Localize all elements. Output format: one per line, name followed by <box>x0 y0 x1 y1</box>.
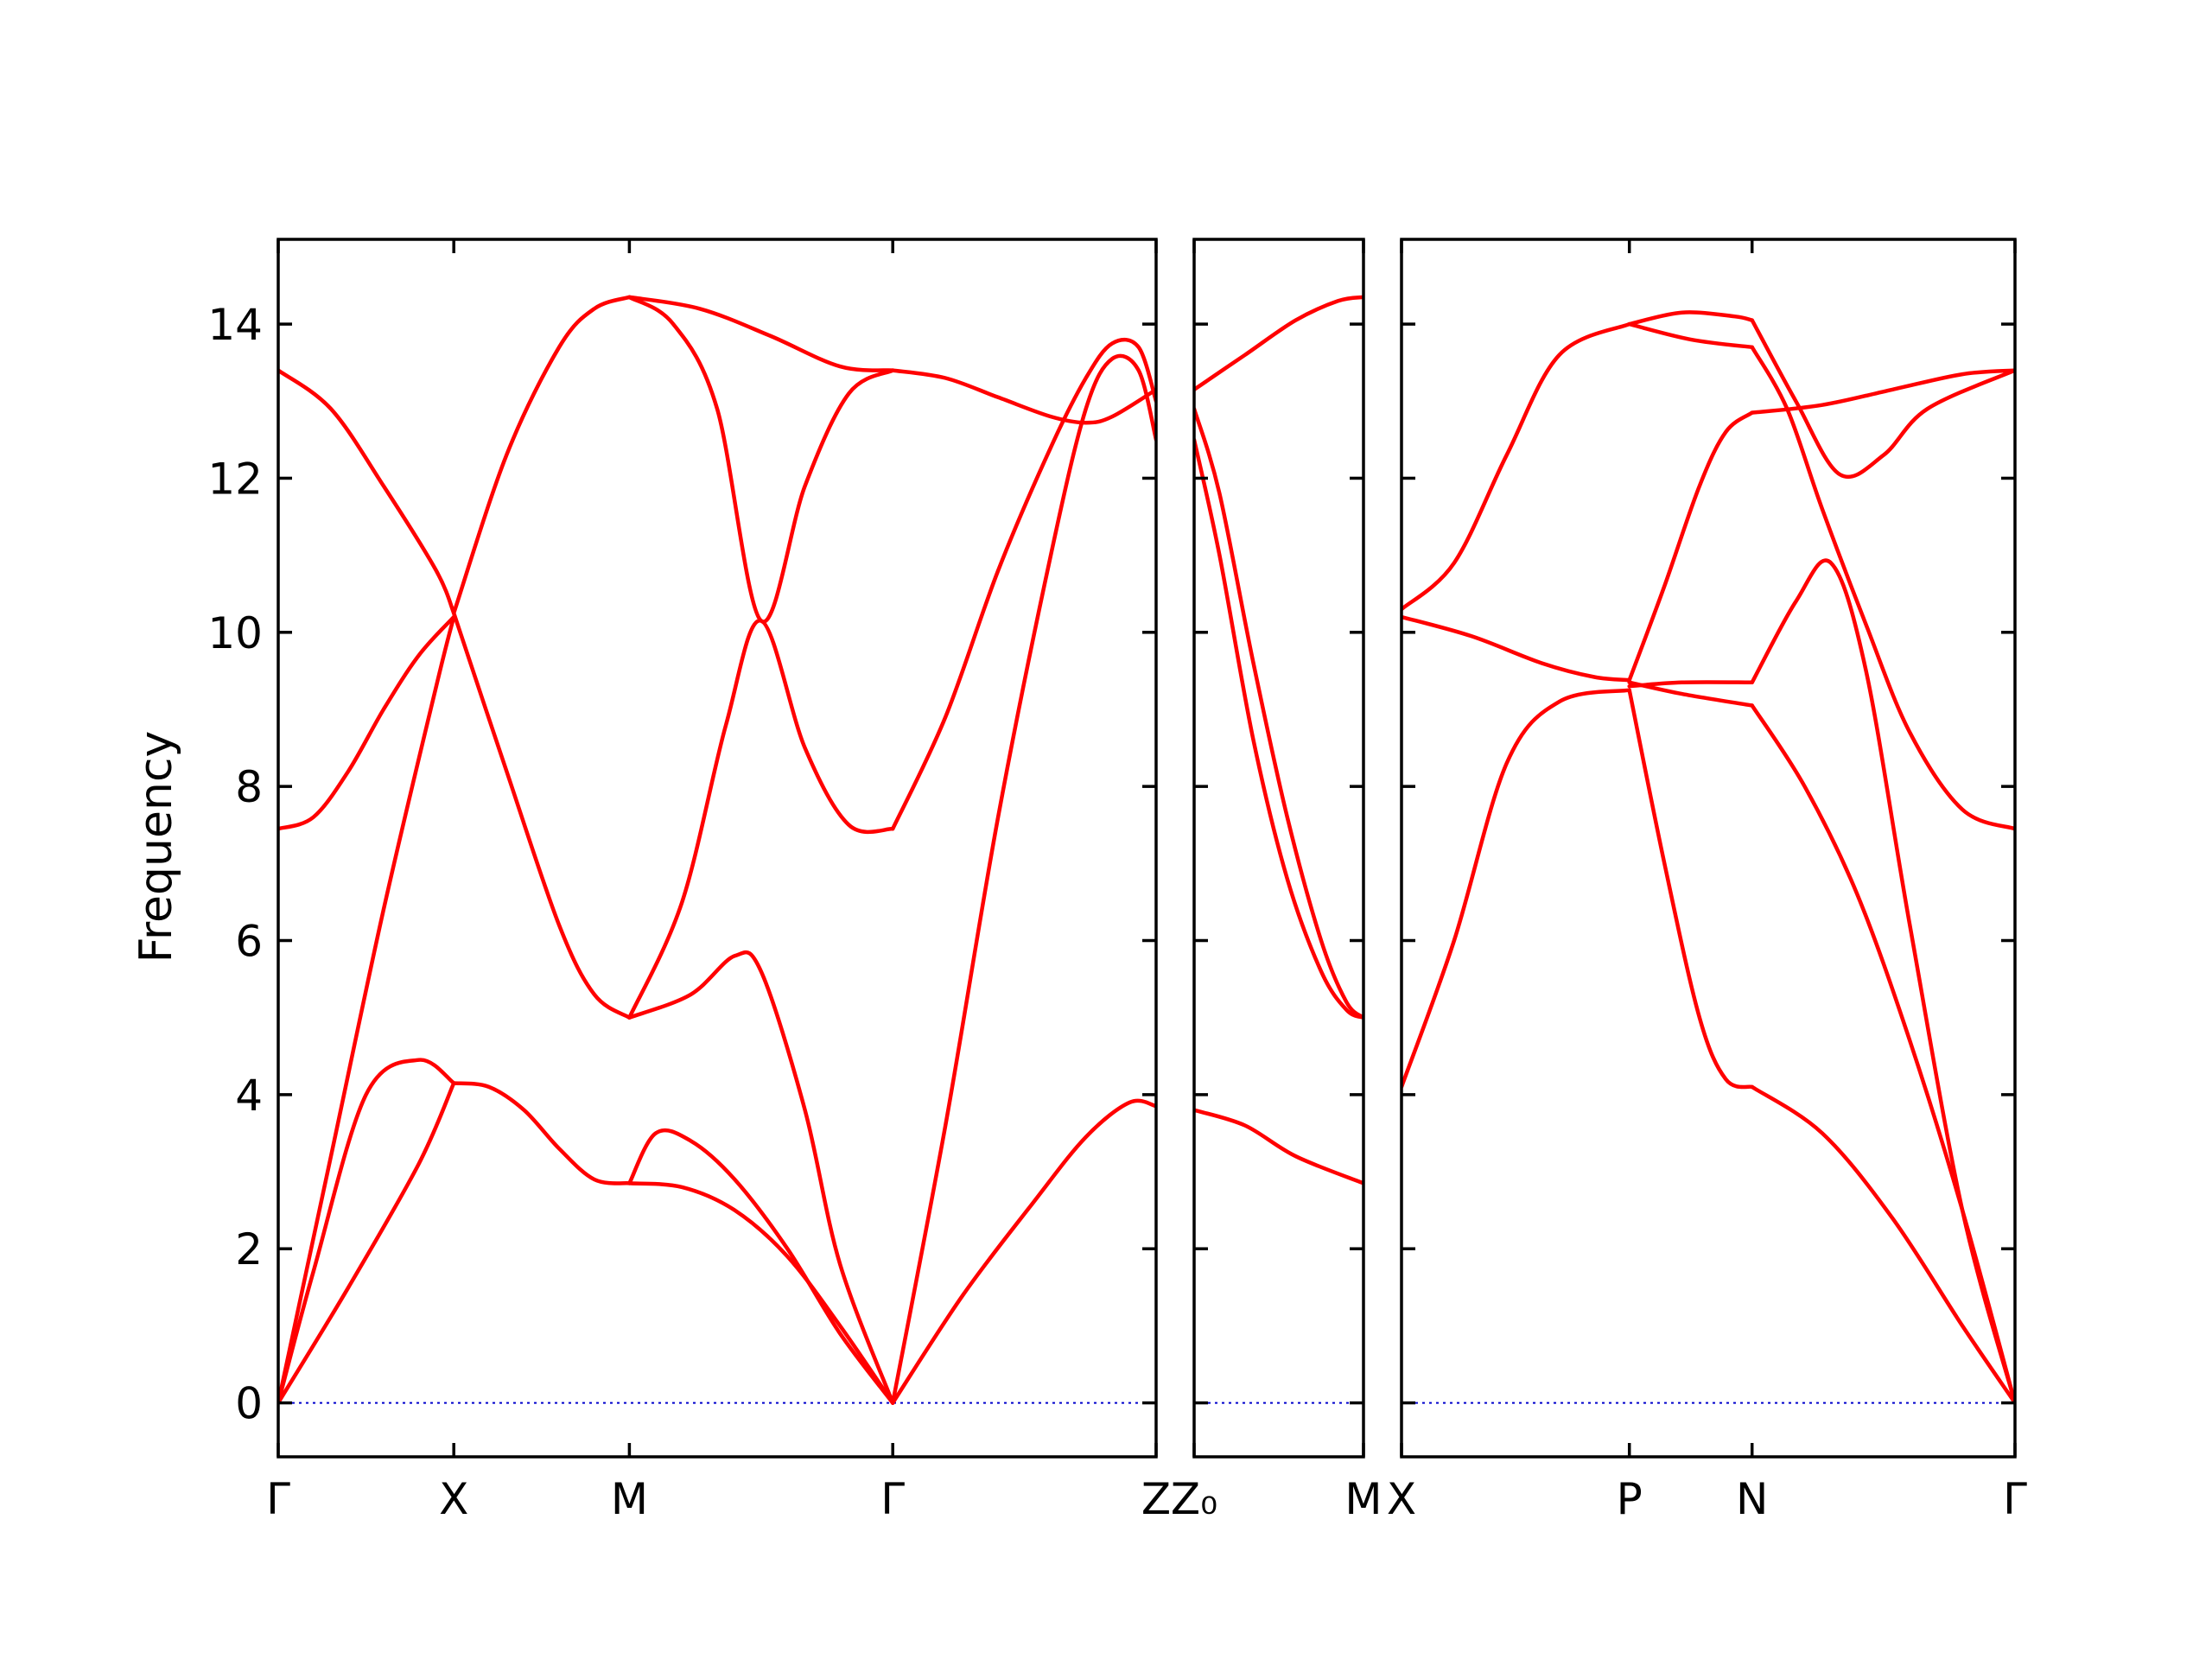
band-line <box>1627 688 1754 1090</box>
band-line <box>1750 368 2015 415</box>
band-line <box>1627 321 1754 350</box>
x-tick-label: N <box>1736 1474 1768 1524</box>
band-line <box>1750 318 2015 480</box>
band-line <box>1194 1108 1363 1185</box>
band-line <box>451 295 632 615</box>
panel-1-bands <box>278 295 1156 1405</box>
band-line <box>451 1081 632 1185</box>
y-tick-label: 0 <box>235 1379 263 1429</box>
band-line <box>1402 321 1631 612</box>
band-line <box>278 614 456 831</box>
panel-2-bands <box>1194 295 1363 1185</box>
band-line <box>1750 558 2015 1405</box>
panel-frame <box>1400 238 2017 1459</box>
band-line <box>1750 1084 2015 1405</box>
band-line <box>278 1058 456 1405</box>
panel-1: 0 2 4 6 8 10 12 14 Γ X M Γ Z <box>207 238 1171 1524</box>
band-line <box>627 619 895 1020</box>
y-axis-label: Frequency <box>130 731 182 963</box>
panel-frame <box>1192 238 1365 1459</box>
band-line <box>451 611 632 1020</box>
band-line <box>1194 437 1363 1020</box>
x-tick-label: Z <box>1141 1474 1171 1524</box>
band-line <box>278 368 456 615</box>
x-tick-label: Γ <box>266 1474 290 1524</box>
band-line <box>1627 410 1754 683</box>
y-tick-label: 8 <box>235 762 263 812</box>
x-tick-label: M <box>1344 1474 1382 1524</box>
y-tick-label: 4 <box>235 1071 263 1121</box>
band-line <box>627 1128 895 1405</box>
band-line <box>1402 614 1631 683</box>
x-tick-label: P <box>1617 1474 1643 1524</box>
band-line <box>627 950 895 1405</box>
band-line <box>890 368 1156 425</box>
band-line <box>278 1081 456 1405</box>
x-tick-label: Z₀ <box>1171 1474 1217 1524</box>
x-tick-label: Γ <box>880 1474 905 1524</box>
band-line <box>1627 310 1754 327</box>
band-line <box>1402 688 1631 1090</box>
band-line <box>1194 295 1363 392</box>
panel-2: Z₀ M <box>1171 238 1382 1524</box>
band-line <box>627 295 895 624</box>
band-line <box>890 337 1156 831</box>
y-tick-label: 14 <box>207 300 263 350</box>
y-tick-label: 6 <box>235 917 263 967</box>
y-tick-label: 12 <box>207 454 263 504</box>
panel-frame <box>276 238 1158 1459</box>
y-tick-label: 2 <box>235 1224 263 1274</box>
panel-3-bands <box>1402 310 2015 1405</box>
band-line <box>278 614 456 1405</box>
x-tick-label: M <box>611 1474 648 1524</box>
y-tick-label: 10 <box>207 608 263 658</box>
x-tick-label: X <box>1387 1474 1416 1524</box>
band-line <box>627 1181 895 1405</box>
band-line <box>1627 680 1754 708</box>
x-tick-label: X <box>439 1474 468 1524</box>
band-line <box>627 295 895 372</box>
band-line <box>890 1098 1156 1405</box>
band-line <box>1194 406 1363 1020</box>
x-tick-label: Γ <box>2003 1474 2027 1524</box>
band-line <box>890 353 1156 1405</box>
